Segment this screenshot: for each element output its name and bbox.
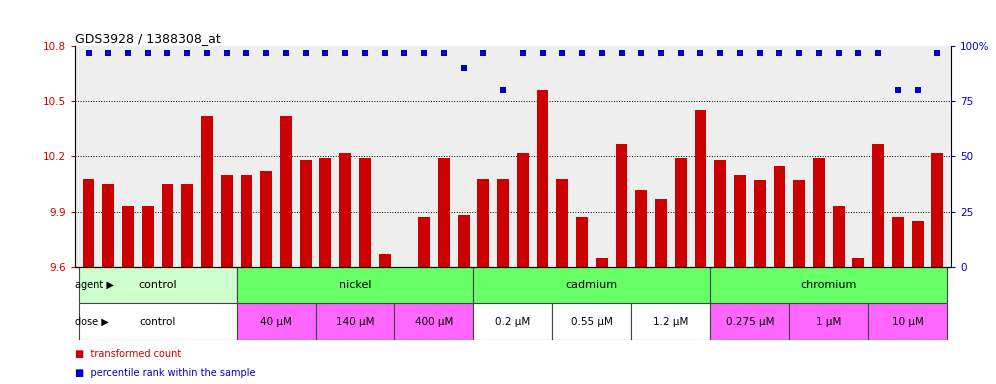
Bar [675, 158, 686, 267]
Bar [181, 184, 193, 267]
Bar [473, 267, 710, 303]
Bar [710, 303, 789, 340]
Bar [872, 144, 884, 267]
Text: cadmium: cadmium [566, 280, 618, 290]
Bar [103, 184, 115, 267]
Bar [477, 179, 489, 267]
Bar [237, 267, 473, 303]
Bar [911, 221, 923, 267]
Text: ■  percentile rank within the sample: ■ percentile rank within the sample [75, 368, 255, 378]
Bar [869, 303, 947, 340]
Bar [240, 175, 252, 267]
Text: 400 μM: 400 μM [414, 316, 453, 327]
Bar [320, 158, 332, 267]
Bar [378, 254, 390, 267]
Bar [260, 171, 272, 267]
Bar [394, 303, 473, 340]
Bar [789, 303, 869, 340]
Bar [497, 179, 509, 267]
Text: 0.2 μM: 0.2 μM [495, 316, 531, 327]
Text: ■  transformed count: ■ transformed count [75, 349, 181, 359]
Bar [79, 303, 237, 340]
Bar [931, 153, 943, 267]
Bar [161, 184, 173, 267]
Bar [631, 303, 710, 340]
Bar [635, 190, 647, 267]
Text: GDS3928 / 1388308_at: GDS3928 / 1388308_at [75, 32, 220, 45]
Text: 40 μM: 40 μM [260, 316, 292, 327]
Bar [596, 258, 608, 267]
Text: dose ▶: dose ▶ [75, 316, 109, 327]
Text: 0.275 μM: 0.275 μM [725, 316, 774, 327]
Bar [458, 215, 469, 267]
Bar [517, 153, 529, 267]
Bar [734, 175, 746, 267]
Bar [141, 206, 153, 267]
Text: control: control [139, 316, 176, 327]
Text: 1.2 μM: 1.2 μM [653, 316, 688, 327]
Bar [557, 179, 568, 267]
Bar [201, 116, 213, 267]
Text: 140 μM: 140 μM [336, 316, 374, 327]
Bar [754, 180, 766, 267]
Text: 0.55 μM: 0.55 μM [571, 316, 613, 327]
Bar [616, 144, 627, 267]
Bar [710, 267, 947, 303]
Bar [793, 180, 805, 267]
Bar [553, 303, 631, 340]
Bar [537, 90, 549, 267]
Bar [853, 258, 865, 267]
Text: control: control [138, 280, 177, 290]
Bar [316, 303, 394, 340]
Bar [473, 303, 553, 340]
Bar [774, 166, 786, 267]
Bar [655, 199, 667, 267]
Text: chromium: chromium [801, 280, 857, 290]
Bar [123, 206, 133, 267]
Bar [340, 153, 351, 267]
Bar [576, 217, 588, 267]
Text: 10 μM: 10 μM [891, 316, 923, 327]
Bar [438, 158, 450, 267]
Bar [813, 158, 825, 267]
Bar [833, 206, 845, 267]
Bar [300, 160, 312, 267]
Bar [359, 158, 371, 267]
Bar [237, 303, 316, 340]
Text: agent ▶: agent ▶ [75, 280, 114, 290]
Bar [694, 111, 706, 267]
Bar [280, 116, 292, 267]
Text: nickel: nickel [339, 280, 372, 290]
Text: 1 μM: 1 μM [816, 316, 842, 327]
Bar [418, 217, 430, 267]
Bar [892, 217, 903, 267]
Bar [714, 160, 726, 267]
Bar [221, 175, 233, 267]
Bar [83, 179, 95, 267]
Bar [79, 267, 237, 303]
